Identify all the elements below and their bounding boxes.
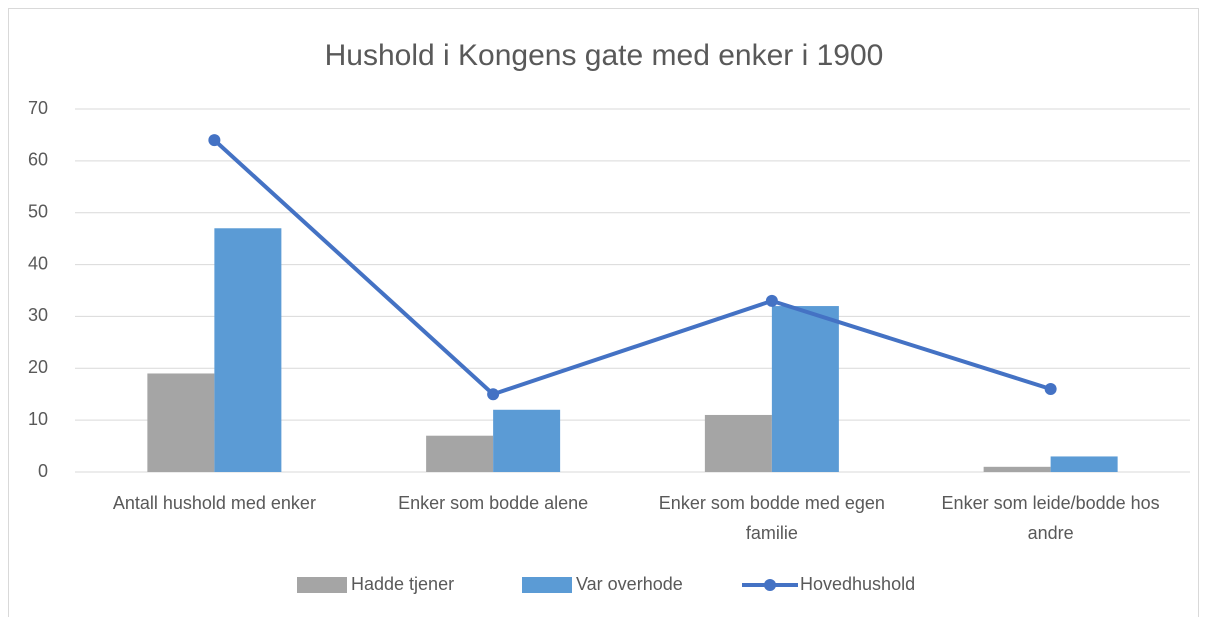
y-tick-label: 30 (28, 305, 48, 325)
bar (214, 228, 282, 472)
y-tick-label: 70 (28, 98, 48, 118)
line-point (208, 134, 221, 147)
bar (493, 409, 561, 472)
legend-swatch (522, 577, 572, 593)
y-tick-label: 20 (28, 357, 48, 377)
bar (983, 466, 1051, 472)
bar (704, 414, 772, 472)
y-tick-label: 60 (28, 150, 48, 170)
x-tick-label: Antall hushold med enker (112, 493, 316, 513)
x-tick-label: Enker som bodde alene (398, 493, 589, 513)
bar (147, 373, 215, 472)
legend-swatch (297, 577, 347, 593)
bar (426, 435, 494, 472)
bar (1050, 456, 1118, 472)
x-tick-label: Enker som bodde med egen familie (658, 493, 885, 543)
legend-label: Var overhode (576, 574, 683, 594)
legend-label: Hadde tjener (351, 574, 454, 594)
chart-title: Hushold i Kongens gate med enker i 1900 (325, 39, 884, 72)
y-tick-label: 50 (28, 201, 48, 221)
line-point (487, 388, 500, 401)
line-point (1044, 383, 1057, 396)
line-series (213, 138, 1052, 397)
line-point (765, 294, 778, 307)
y-tick-label: 10 (28, 409, 48, 429)
legend-swatch (764, 579, 776, 591)
y-tick-label: 40 (28, 253, 48, 273)
bar (771, 306, 839, 472)
y-tick-label: 0 (38, 461, 48, 481)
x-tick-label: Enker som leide/bodde hos andre (941, 493, 1160, 543)
chart-border (8, 8, 1199, 617)
legend-label: Hovedhushold (800, 574, 915, 594)
